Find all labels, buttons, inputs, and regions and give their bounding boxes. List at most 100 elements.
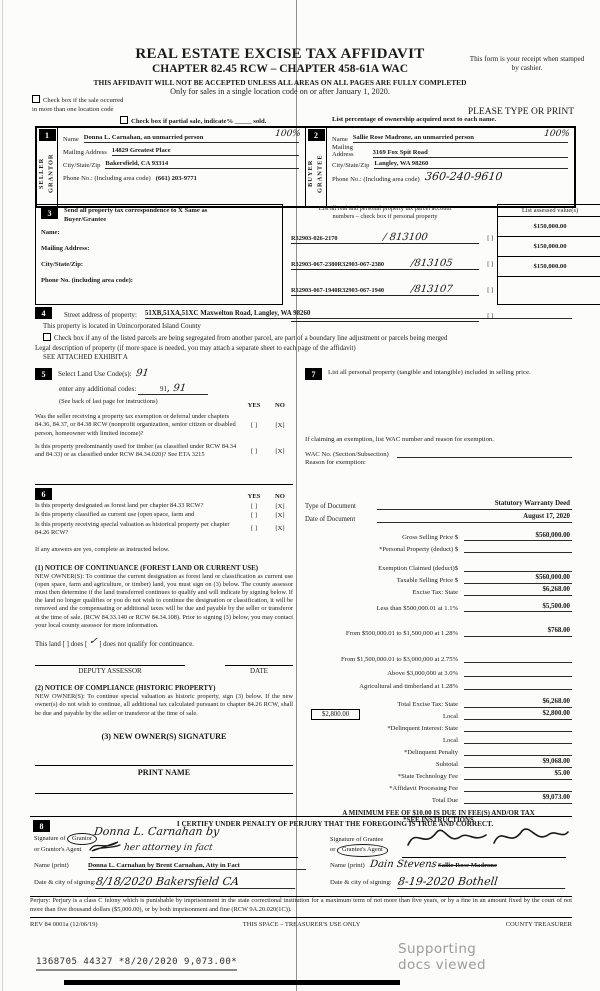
signature-line xyxy=(35,764,293,766)
section-7-number: 7 xyxy=(305,368,322,380)
corr-phone-label: Phone No. (including area code): xyxy=(41,276,134,284)
notice-compliance-title: (2) NOTICE OF COMPLIANCE (HISTORIC PROPE… xyxy=(35,684,216,693)
minimum-fee-note: A MINIMUM FEE OF $10.00 IS DUE IN FEE(S)… xyxy=(342,808,535,817)
buyer-csz-value: Langley, WA 98260 xyxy=(374,160,568,169)
type-or-print-note: PLEASE TYPE OR PRINT xyxy=(467,107,574,117)
correspondence-and-parcels: 3 Send all property tax correspondence t… xyxy=(35,204,600,323)
parcel-code-handwritten: / 813100 xyxy=(382,232,429,244)
parcel-code-handwritten: /813107 xyxy=(410,284,454,296)
buyer-name-value: Sallie Rose Madrone, an unmarried person xyxy=(352,134,568,143)
tax-row: Total Due $9,073.00 xyxy=(431,794,572,804)
tax-row: Total Excise Tax: State $6,268.00 xyxy=(397,698,572,708)
tax-row: Above $3,000,000 at 3.0% xyxy=(305,667,572,677)
grantor-signature-label: Signature of Grantor or Grantor's Agent xyxy=(34,833,100,855)
question-row: Is this property receiving special valua… xyxy=(35,521,293,538)
deputy-assessor-row: DEPUTY ASSESSOR DATE xyxy=(35,665,293,675)
certification-section: 8 I CERTIFY UNDER PENALTY OF PERJURY THA… xyxy=(30,816,572,897)
date-of-document-value: August 17, 2020 xyxy=(377,513,572,523)
personal-property-checkbox: [ ] xyxy=(487,235,493,243)
assessed-values-box: List assessed value(s) $150,000.00 $150,… xyxy=(497,204,600,305)
parcel-code-handwritten: /813105 xyxy=(410,258,454,270)
local-tax-boxed-amount: $2,800.00 xyxy=(311,708,361,720)
notice-continuance-title: (1) NOTICE OF CONTINUANCE (FOREST LAND O… xyxy=(35,563,259,572)
type-of-document-row: Type of Document Statutory Warranty Deed xyxy=(305,500,572,510)
tax-row: *Personal Property (deduct) $ xyxy=(305,544,572,553)
personal-property-checkbox: [ ] xyxy=(487,261,493,269)
multi-location-checkbox xyxy=(32,95,40,103)
buyer-grantee-side-label: BUYER GRANTEE xyxy=(307,154,324,193)
section-3-number: 3 xyxy=(41,207,58,219)
grantee-signature-scrawl xyxy=(407,828,569,846)
multi-location-checkbox-label: Check box if the sale occurred in more t… xyxy=(32,95,124,113)
personal-property-label: List all personal property (tangible and… xyxy=(328,369,531,376)
form-revision: REV 84 0001a (12/06/19) xyxy=(30,921,98,928)
grantor-signature-handwriting-line1: Donna L. Carnahan by xyxy=(93,825,221,838)
see-instructions-note: *SEE INSTRUCTIONS xyxy=(403,816,474,824)
seller-csz-row: City/State/Zip Bakersfield, CA 93314 xyxy=(63,160,299,169)
parcel-row: R32903-026-2170 / 813100 [ ] xyxy=(291,232,493,245)
section-4-number: 4 xyxy=(35,307,52,319)
assessed-value xyxy=(498,276,600,296)
answer-no: [X] xyxy=(275,421,285,429)
scan-bottom-bar xyxy=(64,980,400,985)
new-owners-signature-label: (3) NEW OWNER(S) SIGNATURE xyxy=(101,731,227,741)
seller-name-value: Donna L. Carnahan, an unmarried person xyxy=(83,134,299,143)
assessed-values-header: List assessed value(s) xyxy=(521,207,579,214)
section-6-number: 6 xyxy=(35,488,52,500)
answer-no: [X] xyxy=(275,511,285,519)
tax-row: Excise Tax: State $6,268.00 xyxy=(412,586,572,596)
property-address-section: 4 Street address of property: 51XB,51XA,… xyxy=(35,307,572,361)
partial-sale-checkbox-label: Check box if partial sale, indicate% ___… xyxy=(120,116,266,125)
corr-mailing-label: Mailing Address: xyxy=(41,244,90,252)
tax-row: Gross Selling Price $ $560,000.00 xyxy=(402,531,572,541)
buyer-name-row: Name Sallie Rose Madrone, an unmarried p… xyxy=(332,134,568,143)
continuance-qualify-line: This land [ ] does [ ✓ ] does not qualif… xyxy=(35,636,195,649)
tax-row: Less than $500,000.01 at 1.1% $5,500.00 xyxy=(376,602,572,612)
additional-code-typed: 91 xyxy=(159,385,168,393)
located-note: This property is located in Unincorporat… xyxy=(43,323,201,330)
form-warning: THIS AFFIDAVIT WILL NOT BE ACCEPTED UNLE… xyxy=(93,78,467,87)
print-name-line xyxy=(35,792,293,794)
answer-yes: [ ] xyxy=(250,502,258,510)
land-use-label: Select Land Use Code(s): xyxy=(58,370,132,378)
tax-row: Local xyxy=(305,734,572,744)
ownership-note: List percentage of ownership acquired ne… xyxy=(332,116,497,123)
type-of-document-value: Statutory Warranty Deed xyxy=(377,500,572,510)
personal-property-section: 7 List all personal property (tangible a… xyxy=(305,368,572,380)
land-use-code-handwritten: 91 xyxy=(134,368,150,379)
grantor-name-print-label: Name (print) xyxy=(34,862,69,869)
exemption-note: If claiming an exemption, list WAC numbe… xyxy=(305,436,494,443)
seller-phone-row: Phone No.: (Including area code) (661) 2… xyxy=(63,175,197,182)
seller-csz-value: Bakersfield, CA 93314 xyxy=(105,160,299,169)
parties-box: 1 SELLER GRANTOR 100% Name Donna L. Carn… xyxy=(35,126,576,208)
tax-row-local: $2,800.00 Local $2,800.00 xyxy=(305,708,572,720)
grantee-signature-label: Signature of Grantee or Grantee's Agent xyxy=(330,835,406,857)
grantee-name-print-label: Name (print) xyxy=(330,862,365,869)
date-of-document-row: Date of Document August 17, 2020 xyxy=(305,512,572,523)
grantee-signature-line xyxy=(402,857,566,858)
wac-row: WAC No. (Section/Subsection) xyxy=(305,449,572,458)
parcel-row: R32903-067-1940R32903-067-1940 /813107 [… xyxy=(291,284,493,297)
county-treasurer-label: COUNTY TREASURER xyxy=(505,921,572,928)
grantee-agent-word-circled: Grantee's Agent xyxy=(336,844,388,857)
tax-row: Agricultural and timberland at 1.28% xyxy=(305,681,572,690)
parcel-row: [ ] xyxy=(291,308,493,323)
land-use-section: 5 Select Land Use Code(s): 91 enter any … xyxy=(35,368,293,485)
seller-section: 1 SELLER GRANTOR 100% Name Donna L. Carn… xyxy=(37,128,305,206)
answer-yes: [ ] xyxy=(250,447,258,455)
question-row: Is this property predominantly used for … xyxy=(35,443,293,460)
answer-no: [X] xyxy=(275,447,285,455)
buyer-csz-row: City/State/Zip Langley, WA 98260 xyxy=(332,160,568,169)
if-yes-note: If any answers are yes, complete as inst… xyxy=(35,546,170,554)
grantor-signature-handwriting-line2: her attorney in fact xyxy=(123,843,214,853)
tax-row: Taxable Selling Price $ $560,000.00 xyxy=(396,574,572,584)
grantor-signature-scrawl xyxy=(89,841,121,852)
assessed-value: $150,000.00 xyxy=(498,236,600,256)
forest-land-section: 6 YES NO Is this property designated as f… xyxy=(35,485,293,794)
qualify-checkmark: ✓ xyxy=(88,636,99,648)
grantee-name-print-handwriting: Dain Stevens xyxy=(369,859,438,870)
tax-row: *Delinquent Penalty xyxy=(305,746,572,756)
seller-mailing-row: Mailing Address 14829 Greatest Place xyxy=(63,147,299,156)
answer-yes: [ ] xyxy=(250,525,258,533)
corr-csz-label: City/State/Zip: xyxy=(41,260,84,268)
